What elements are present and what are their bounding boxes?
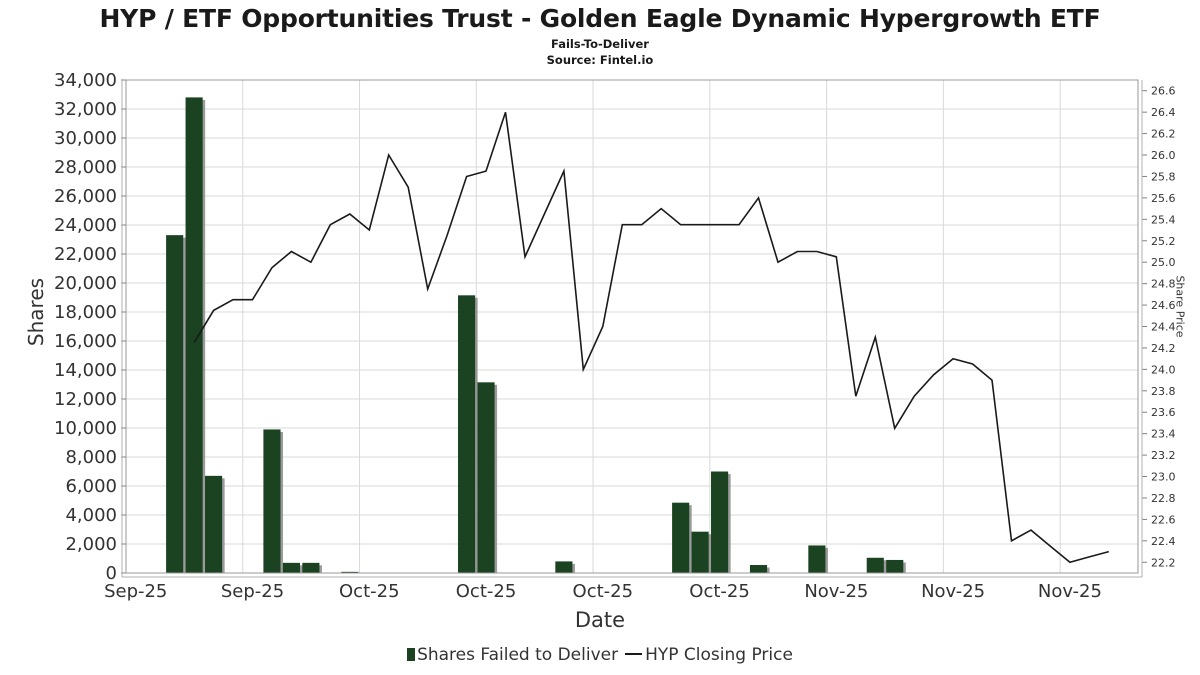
- svg-text:0: 0: [106, 563, 117, 584]
- svg-text:Oct-25: Oct-25: [689, 581, 750, 602]
- svg-text:Oct-25: Oct-25: [456, 581, 517, 602]
- chart-source: Source: Fintel.io: [546, 53, 654, 67]
- svg-text:24,000: 24,000: [54, 215, 117, 236]
- svg-text:10,000: 10,000: [54, 418, 117, 439]
- svg-text:34,000: 34,000: [54, 70, 117, 91]
- svg-text:24.8: 24.8: [1151, 278, 1176, 291]
- svg-text:22.8: 22.8: [1151, 492, 1176, 505]
- svg-text:22.2: 22.2: [1151, 556, 1176, 569]
- legend-bars-label: Shares Failed to Deliver: [417, 645, 619, 665]
- bar: [477, 382, 495, 573]
- chart-subtitle: Fails-To-Deliver: [551, 37, 649, 51]
- chart-title: HYP / ETF Opportunities Trust - Golden E…: [99, 4, 1101, 33]
- svg-text:30,000: 30,000: [54, 128, 117, 149]
- svg-text:23.4: 23.4: [1151, 428, 1176, 441]
- svg-text:25.8: 25.8: [1151, 170, 1176, 183]
- legend-line-label: HYP Closing Price: [645, 645, 793, 665]
- svg-text:Nov-25: Nov-25: [1038, 581, 1102, 602]
- svg-text:Oct-25: Oct-25: [573, 581, 634, 602]
- svg-text:23.8: 23.8: [1151, 385, 1176, 398]
- svg-text:24.6: 24.6: [1151, 299, 1176, 312]
- svg-text:8,000: 8,000: [65, 447, 117, 468]
- svg-text:12,000: 12,000: [54, 389, 117, 410]
- svg-text:25.6: 25.6: [1151, 192, 1176, 205]
- svg-text:14,000: 14,000: [54, 360, 117, 381]
- svg-text:22.4: 22.4: [1151, 535, 1176, 548]
- svg-text:Sep-25: Sep-25: [221, 581, 284, 602]
- svg-text:28,000: 28,000: [54, 157, 117, 178]
- svg-text:26.6: 26.6: [1151, 85, 1176, 98]
- svg-text:25.4: 25.4: [1151, 213, 1176, 226]
- legend-line-swatch: [625, 653, 643, 655]
- svg-text:26.4: 26.4: [1151, 106, 1176, 119]
- price-line: [193, 111, 1110, 564]
- bar: [185, 97, 203, 574]
- x-axis-label: Date: [574, 608, 626, 632]
- bar: [282, 562, 300, 573]
- svg-text:2,000: 2,000: [65, 534, 117, 555]
- svg-text:20,000: 20,000: [54, 273, 117, 294]
- bar: [458, 295, 476, 573]
- bar: [711, 471, 729, 573]
- svg-text:22.6: 22.6: [1151, 513, 1176, 526]
- bar: [555, 561, 573, 573]
- svg-text:16,000: 16,000: [54, 331, 117, 352]
- svg-text:Nov-25: Nov-25: [804, 581, 868, 602]
- legend-bar-swatch: [407, 648, 416, 661]
- svg-text:18,000: 18,000: [54, 302, 117, 323]
- svg-text:4,000: 4,000: [65, 505, 117, 526]
- svg-text:Nov-25: Nov-25: [921, 581, 985, 602]
- svg-text:24.0: 24.0: [1151, 363, 1176, 376]
- bar: [808, 545, 826, 573]
- bar: [691, 531, 709, 573]
- svg-text:Oct-25: Oct-25: [339, 581, 400, 602]
- bar: [886, 559, 904, 573]
- svg-text:23.6: 23.6: [1151, 406, 1176, 419]
- svg-text:26,000: 26,000: [54, 186, 117, 207]
- svg-text:Sep-25: Sep-25: [104, 581, 167, 602]
- svg-text:25.0: 25.0: [1151, 256, 1176, 269]
- svg-text:23.0: 23.0: [1151, 471, 1176, 484]
- svg-text:25.2: 25.2: [1151, 235, 1176, 248]
- bar: [205, 475, 223, 573]
- svg-text:32,000: 32,000: [54, 99, 117, 120]
- svg-text:26.2: 26.2: [1151, 128, 1176, 141]
- chart-legend: Shares Failed to Deliver HYP Closing Pric…: [0, 645, 1200, 665]
- bar: [749, 565, 768, 573]
- svg-text:24.2: 24.2: [1151, 342, 1176, 355]
- bar: [263, 429, 281, 573]
- svg-text:24.4: 24.4: [1151, 321, 1176, 334]
- bar: [672, 502, 690, 573]
- svg-text:6,000: 6,000: [65, 476, 117, 497]
- svg-text:22,000: 22,000: [54, 244, 117, 265]
- bar: [302, 562, 320, 573]
- svg-text:23.2: 23.2: [1151, 449, 1176, 462]
- bar: [166, 235, 184, 573]
- svg-text:26.0: 26.0: [1151, 149, 1176, 162]
- bar: [341, 571, 359, 573]
- bar: [866, 557, 884, 573]
